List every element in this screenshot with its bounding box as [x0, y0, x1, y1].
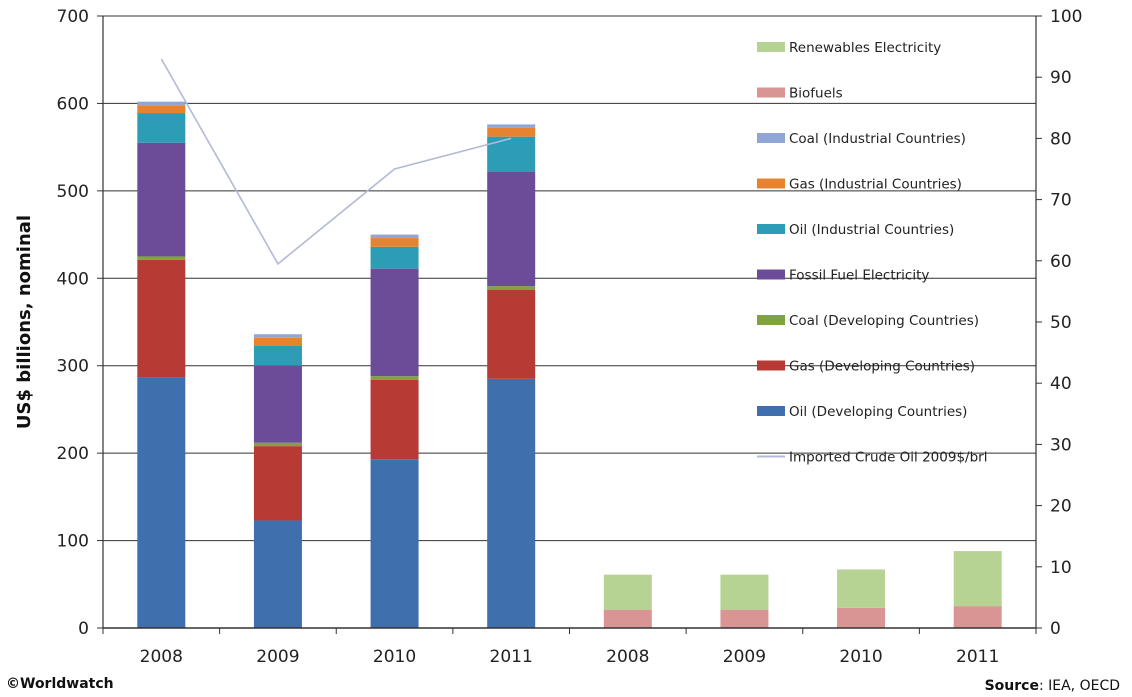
- bar-segment: [253, 345, 302, 366]
- y2-tick-label: 70: [1050, 191, 1072, 211]
- y-tick-label: 200: [57, 444, 89, 464]
- crude-oil-price-line-path: [160, 58, 512, 266]
- legend-label: Oil (Developing Countries): [789, 404, 967, 420]
- bar-segment: [720, 609, 769, 628]
- y2-tick-label: 60: [1050, 252, 1072, 272]
- bar-segment: [603, 574, 652, 610]
- x-tick-label: 2009: [723, 647, 766, 667]
- legend-label: Biofuels: [789, 86, 843, 102]
- y2-tick-label: 30: [1050, 435, 1072, 455]
- legend-swatch: [757, 360, 785, 371]
- legend-swatch: [757, 178, 785, 189]
- legend-swatch: [757, 406, 785, 416]
- y-axis-label: US$ billions, nominal: [14, 215, 35, 429]
- y-tick-label: 500: [57, 182, 89, 202]
- crude-oil-price-line: [160, 58, 512, 266]
- y2-tick-label: 20: [1050, 497, 1072, 517]
- y2-tick-label: 10: [1050, 558, 1072, 578]
- bar-segment: [487, 127, 536, 137]
- x-tick-label: 2008: [140, 647, 183, 667]
- bar-segment: [370, 268, 419, 377]
- y2-tick-label: 90: [1050, 68, 1072, 88]
- y2-tick-label: 0: [1050, 619, 1061, 639]
- bar-segment: [253, 337, 302, 346]
- x-tick-label: 2008: [606, 647, 649, 667]
- source-text: : IEA, OECD: [1038, 678, 1120, 694]
- y2-tick-label: 40: [1050, 374, 1072, 394]
- bar-segment: [487, 171, 536, 287]
- source-note: Source: IEA, OECD: [985, 678, 1120, 694]
- y-tick-label: 400: [57, 269, 89, 289]
- x-tick-label: 2009: [256, 647, 299, 667]
- y2-tick-label: 80: [1050, 129, 1072, 149]
- bar-segment: [253, 334, 302, 338]
- bar-segment: [137, 105, 186, 114]
- y-tick-label: 300: [57, 357, 89, 377]
- bar-segment: [137, 256, 186, 260]
- legend-label: Imported Crude Oil 2009$/brl: [789, 450, 987, 466]
- bar-segment: [370, 459, 419, 628]
- y-tick-label: 700: [57, 7, 89, 27]
- bar-segment: [370, 376, 419, 380]
- bar-segment: [253, 446, 302, 521]
- bar-segment: [370, 379, 419, 460]
- legend-swatch: [757, 224, 785, 234]
- bar-segment: [487, 136, 536, 172]
- legend-swatch: [757, 269, 785, 280]
- bar-segment: [487, 286, 536, 290]
- legend-swatch: [757, 315, 785, 325]
- bar-segment: [487, 289, 536, 379]
- bar-segment: [253, 365, 302, 443]
- bar-segment: [137, 113, 186, 143]
- bar-segment: [370, 238, 419, 247]
- bar-segment: [837, 569, 886, 608]
- legend: Renewables Electricity Biofuels Coal (Indu…: [757, 40, 987, 466]
- legend-swatch: [757, 42, 785, 52]
- bar-segment: [253, 442, 302, 447]
- bar-segment: [137, 142, 186, 257]
- legend-label: Renewables Electricity: [789, 40, 941, 56]
- bar-segment: [603, 609, 652, 628]
- y-tick-label: 600: [57, 94, 89, 114]
- bar-segment: [137, 377, 186, 628]
- x-tick-label: 2011: [490, 647, 533, 667]
- worldwatch-credit: ©Worldwatch: [6, 676, 114, 692]
- bar-segment: [953, 606, 1002, 628]
- bar-segment: [137, 259, 186, 378]
- bar-segment: [720, 574, 769, 610]
- y-tick-label: 100: [57, 532, 89, 552]
- legend-swatch: [757, 133, 785, 143]
- bar-segment: [370, 246, 419, 269]
- legend-label: Gas (Developing Countries): [789, 359, 975, 375]
- y2-tick-label: 50: [1050, 313, 1072, 333]
- bar-segment: [253, 520, 302, 628]
- legend-label: Oil (Industrial Countries): [789, 222, 954, 238]
- bar-segment: [137, 101, 186, 106]
- y2-tick-label: 100: [1050, 7, 1082, 27]
- legend-label: Gas (Industrial Countries): [789, 177, 962, 193]
- bar-segment: [370, 234, 419, 239]
- legend-label: Fossil Fuel Electricity: [789, 268, 929, 284]
- y-tick-label: 0: [78, 619, 89, 639]
- bars: [137, 101, 1002, 628]
- x-tick-label: 2010: [373, 647, 416, 667]
- source-label: Source: [984, 678, 1039, 694]
- bar-segment: [953, 551, 1002, 607]
- legend-label: Coal (Industrial Countries): [789, 131, 966, 147]
- bar-segment: [487, 378, 536, 628]
- legend-label: Coal (Developing Countries): [789, 313, 979, 329]
- axes: 0 100 200 300 400 500 600 700 0 10 20 30 40 50 60 70 80 9…: [57, 7, 1083, 667]
- x-tick-label: 2011: [956, 647, 999, 667]
- legend-swatch: [757, 87, 785, 98]
- bar-segment: [487, 124, 536, 128]
- bar-segment: [837, 607, 886, 628]
- x-tick-label: 2010: [839, 647, 882, 667]
